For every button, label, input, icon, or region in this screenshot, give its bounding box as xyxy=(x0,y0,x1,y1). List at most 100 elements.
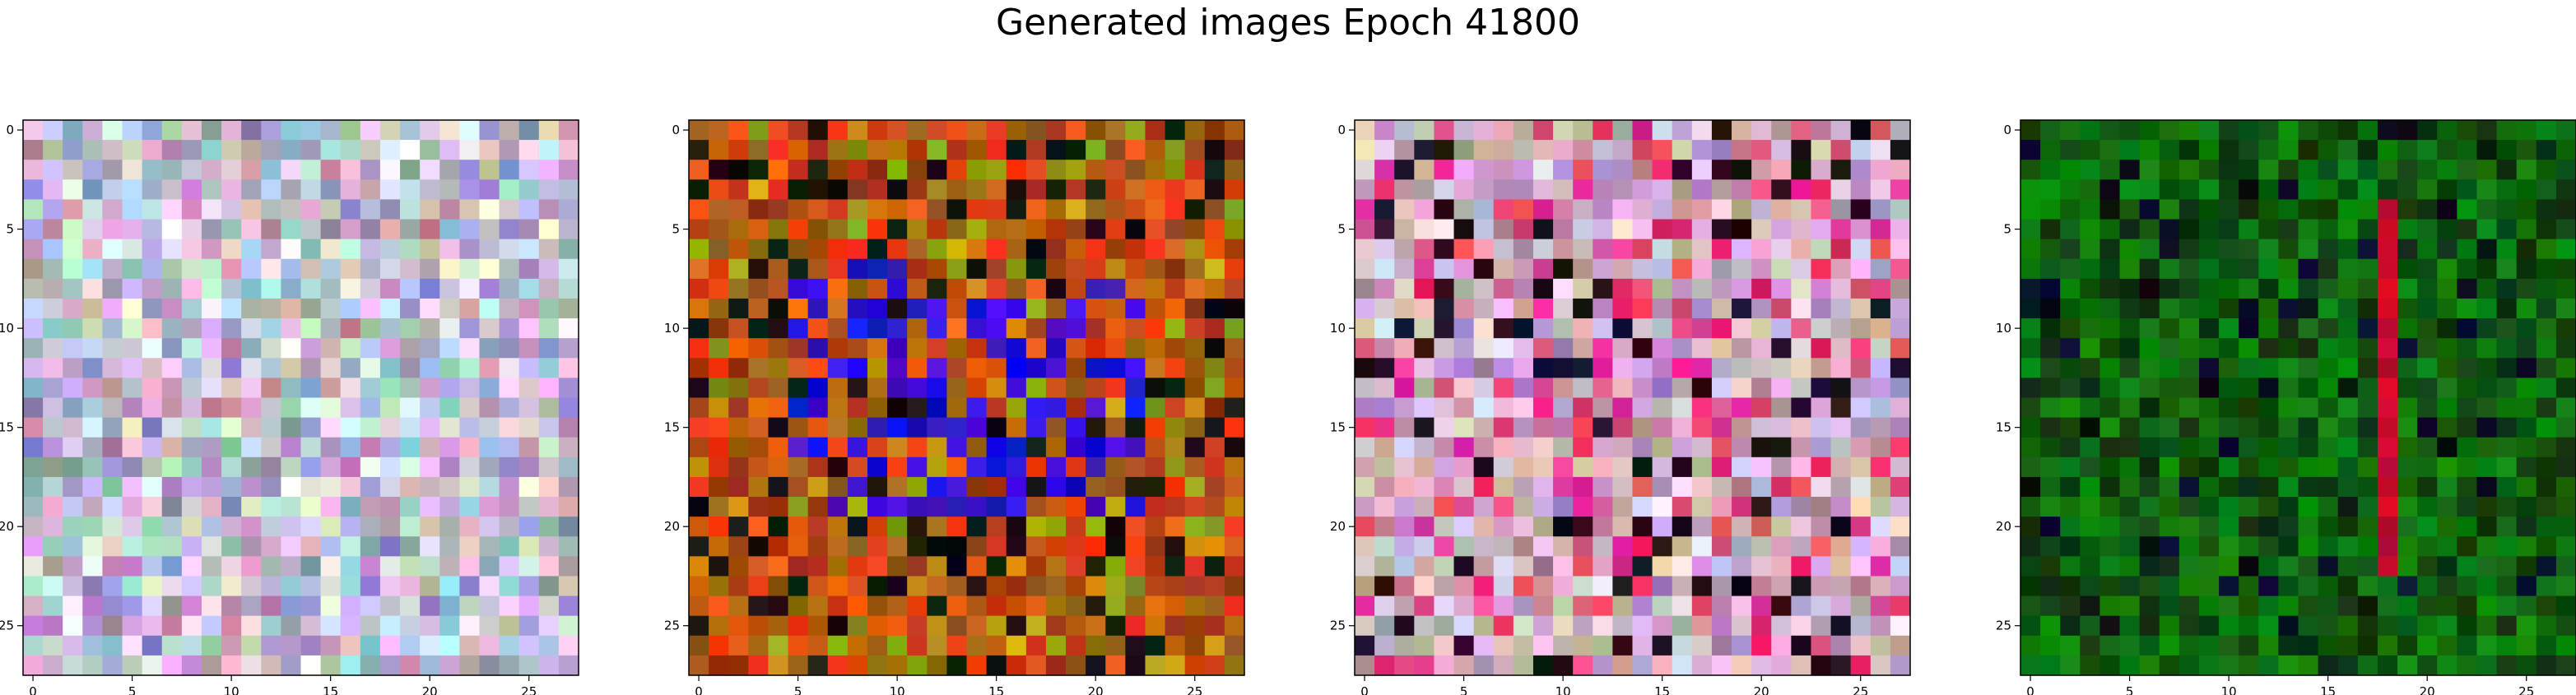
heatmap-cell xyxy=(1732,278,1752,299)
heatmap-cell xyxy=(300,378,322,399)
heatmap-cell xyxy=(1125,536,1146,557)
heatmap-cell xyxy=(1771,635,1792,656)
heatmap-cell xyxy=(1771,239,1792,260)
heatmap-cell xyxy=(320,378,342,399)
heatmap-cell xyxy=(1553,456,1574,478)
heatmap-cell xyxy=(1811,358,1832,378)
heatmap-cell xyxy=(1434,298,1455,319)
heatmap-cell xyxy=(1672,258,1693,280)
heatmap-cell xyxy=(807,576,829,597)
heatmap-cell xyxy=(439,536,460,557)
heatmap-cell xyxy=(907,517,928,537)
heatmap-cell xyxy=(2119,456,2141,478)
heatmap-cell xyxy=(946,456,968,478)
heatmap-cell xyxy=(2060,615,2081,637)
heatmap-cell xyxy=(1394,497,1415,517)
heatmap-cell xyxy=(1672,437,1693,458)
heatmap-cell xyxy=(479,556,500,577)
heatmap-cell xyxy=(1414,378,1435,399)
heatmap-cell xyxy=(689,140,709,160)
heatmap-cell xyxy=(221,219,242,240)
heatmap-cell xyxy=(420,655,440,676)
heatmap-cell xyxy=(2178,635,2200,656)
heatmap-cell xyxy=(1771,358,1792,378)
heatmap-cell xyxy=(1632,199,1653,220)
heatmap-cell xyxy=(499,497,520,517)
heatmap-cell xyxy=(1086,437,1106,458)
heatmap-cell xyxy=(1870,536,1891,557)
heatmap-cell xyxy=(241,576,262,597)
heatmap-cell xyxy=(201,517,222,537)
heatmap-cell xyxy=(400,258,421,280)
heatmap-cell xyxy=(1811,258,1832,280)
heatmap-cell xyxy=(1045,199,1067,220)
heatmap-cell xyxy=(1672,219,1693,240)
heatmap-cell xyxy=(1434,655,1455,676)
heatmap-cell xyxy=(1890,456,1911,478)
x-tick-label: 5 xyxy=(128,684,137,695)
heatmap-cell xyxy=(499,120,520,141)
heatmap-cell xyxy=(1691,160,1713,180)
heatmap-cell xyxy=(1184,556,1206,577)
heatmap-cell xyxy=(768,120,789,141)
heatmap-cell xyxy=(1652,397,1673,419)
heatmap-cell xyxy=(907,120,928,141)
heatmap-cell xyxy=(2536,417,2557,438)
heatmap-cell xyxy=(63,397,83,419)
heatmap-cell xyxy=(142,179,163,201)
heatmap-cell xyxy=(2417,397,2438,419)
heatmap-cell xyxy=(907,278,928,299)
heatmap-cell xyxy=(1513,635,1534,656)
heatmap-cell xyxy=(1394,160,1415,180)
heatmap-cell xyxy=(907,298,928,319)
heatmap-cell xyxy=(499,179,520,201)
heatmap-cell xyxy=(2337,397,2359,419)
heatmap-cell xyxy=(439,437,460,458)
heatmap-cell xyxy=(2318,417,2339,438)
heatmap-cell xyxy=(420,179,440,201)
heatmap-cell xyxy=(1612,536,1634,557)
heatmap-cell xyxy=(907,219,928,240)
heatmap-cell xyxy=(1355,318,1375,339)
heatmap-cell xyxy=(748,397,770,419)
heatmap-cell xyxy=(1573,615,1593,637)
x-tick-label: 25 xyxy=(2518,684,2534,695)
heatmap-cell xyxy=(2178,318,2200,339)
heatmap-cell xyxy=(1652,278,1673,299)
heatmap-cell xyxy=(142,239,163,260)
heatmap-cell xyxy=(518,655,540,676)
heatmap-cell xyxy=(1593,378,1613,399)
heatmap-cell xyxy=(768,378,789,399)
heatmap-cell xyxy=(2298,239,2319,260)
heatmap-cell xyxy=(1553,476,1574,498)
heatmap-cell xyxy=(1204,437,1225,458)
x-tick-label: 5 xyxy=(2126,684,2134,695)
heatmap-cell xyxy=(479,160,500,180)
heatmap-cell xyxy=(2496,397,2518,419)
heatmap-cell xyxy=(2219,378,2239,399)
heatmap-cell xyxy=(340,655,361,676)
heatmap-cell xyxy=(2219,417,2239,438)
heatmap-cell xyxy=(927,179,947,201)
heatmap-cell xyxy=(1691,595,1713,617)
heatmap-cell xyxy=(241,140,262,160)
heatmap-cell xyxy=(43,476,63,498)
heatmap-cell xyxy=(1711,397,1732,419)
heatmap-cell xyxy=(2239,318,2259,339)
heatmap-cell xyxy=(420,556,440,577)
heatmap-cell xyxy=(2536,239,2557,260)
heatmap-cell xyxy=(2258,179,2279,201)
heatmap-cell xyxy=(1184,199,1206,220)
heatmap-cell xyxy=(1573,160,1593,180)
heatmap-cell xyxy=(181,536,202,557)
heatmap-cell xyxy=(1473,258,1495,280)
heatmap-cell xyxy=(1553,219,1574,240)
heatmap-cell xyxy=(966,497,988,517)
heatmap-cell xyxy=(1632,120,1653,141)
heatmap-cell xyxy=(1830,140,1852,160)
heatmap-cell xyxy=(1513,120,1534,141)
heatmap-cell xyxy=(966,576,988,597)
heatmap-cell xyxy=(2555,536,2576,557)
heatmap-cell xyxy=(807,358,829,378)
heatmap-cell xyxy=(2040,536,2061,557)
